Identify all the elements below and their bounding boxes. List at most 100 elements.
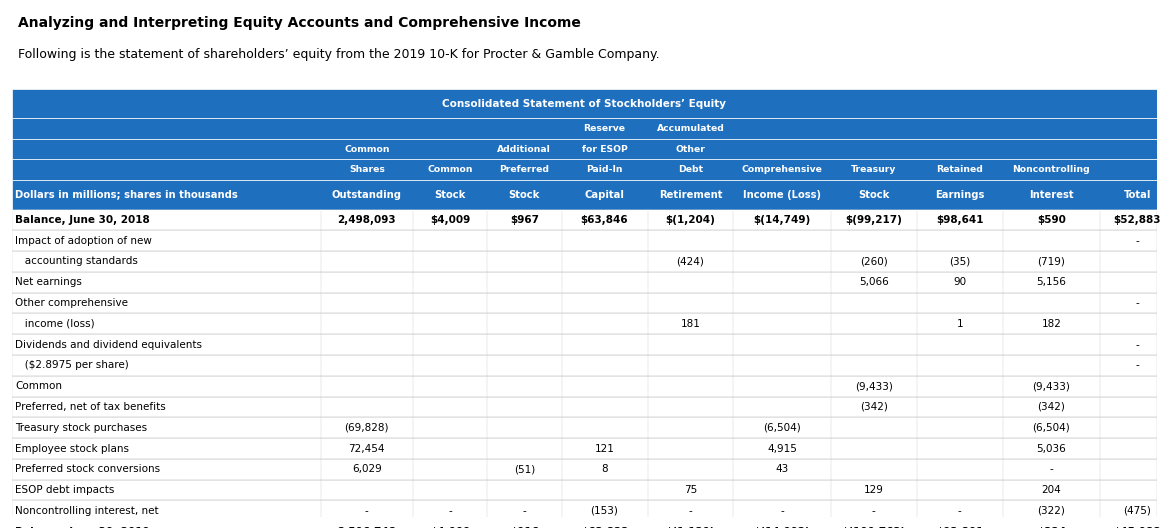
Text: Retained: Retained — [936, 165, 983, 174]
Text: $(1,129): $(1,129) — [665, 526, 715, 528]
Text: -: - — [780, 506, 784, 516]
Text: Shares: Shares — [348, 165, 385, 174]
Text: 8: 8 — [601, 464, 608, 474]
Text: 43: 43 — [775, 464, 789, 474]
FancyBboxPatch shape — [12, 251, 1157, 272]
FancyBboxPatch shape — [12, 272, 1157, 293]
Text: $4,009: $4,009 — [430, 215, 470, 225]
Text: 121: 121 — [595, 444, 615, 454]
Text: -: - — [1135, 298, 1139, 308]
Text: Stock: Stock — [509, 190, 540, 200]
Text: Capital: Capital — [584, 190, 624, 200]
Text: $(14,749): $(14,749) — [754, 215, 811, 225]
Text: -: - — [689, 506, 692, 516]
Text: 129: 129 — [864, 485, 884, 495]
Text: Dollars in millions; shares in thousands: Dollars in millions; shares in thousands — [15, 190, 237, 200]
Text: ESOP debt impacts: ESOP debt impacts — [15, 485, 115, 495]
Text: Accumulated: Accumulated — [657, 124, 725, 133]
Text: 5,036: 5,036 — [1037, 444, 1066, 454]
Text: 72,454: 72,454 — [348, 444, 385, 454]
Text: Analyzing and Interpreting Equity Accounts and Comprehensive Income: Analyzing and Interpreting Equity Accoun… — [18, 16, 581, 30]
Text: Stock: Stock — [434, 190, 465, 200]
Text: Consolidated Statement of Stockholders’ Equity: Consolidated Statement of Stockholders’ … — [443, 99, 726, 109]
Text: 204: 204 — [1042, 485, 1061, 495]
FancyBboxPatch shape — [12, 501, 1157, 521]
FancyBboxPatch shape — [12, 293, 1157, 314]
Text: $(99,217): $(99,217) — [845, 215, 902, 225]
Text: 2,498,093: 2,498,093 — [338, 215, 396, 225]
Text: ($2.8975 per share): ($2.8975 per share) — [15, 361, 129, 370]
FancyBboxPatch shape — [12, 230, 1157, 251]
Text: Outstanding: Outstanding — [332, 190, 402, 200]
FancyBboxPatch shape — [12, 376, 1157, 397]
Text: Following is the statement of shareholders’ equity from the 2019 10-K for Procte: Following is the statement of shareholde… — [18, 48, 659, 61]
Text: $590: $590 — [1037, 215, 1066, 225]
Text: Retirement: Retirement — [658, 190, 722, 200]
Text: (9,433): (9,433) — [855, 381, 893, 391]
FancyBboxPatch shape — [12, 438, 1157, 459]
Text: Paid-In: Paid-In — [587, 165, 623, 174]
Text: Noncontrolling interest, net: Noncontrolling interest, net — [15, 506, 159, 516]
Text: $916: $916 — [510, 526, 539, 528]
Text: Noncontrolling: Noncontrolling — [1012, 165, 1091, 174]
Text: Debt: Debt — [678, 165, 703, 174]
Text: 5,156: 5,156 — [1037, 277, 1066, 287]
Text: Common: Common — [344, 145, 389, 154]
Text: (260): (260) — [860, 257, 887, 267]
Text: (69,828): (69,828) — [345, 423, 389, 433]
Text: (475): (475) — [1123, 506, 1151, 516]
Text: Preferred, net of tax benefits: Preferred, net of tax benefits — [15, 402, 166, 412]
Text: Treasury: Treasury — [851, 165, 897, 174]
Text: 1: 1 — [956, 319, 963, 329]
Text: Treasury stock purchases: Treasury stock purchases — [15, 423, 147, 433]
Text: 181: 181 — [680, 319, 700, 329]
FancyBboxPatch shape — [12, 314, 1157, 334]
Text: $45,988: $45,988 — [1114, 526, 1161, 528]
Text: (35): (35) — [949, 257, 970, 267]
Text: $(100,763): $(100,763) — [842, 526, 906, 528]
Text: (342): (342) — [1037, 402, 1065, 412]
FancyBboxPatch shape — [12, 417, 1157, 438]
Text: $(1,204): $(1,204) — [665, 215, 715, 225]
Text: $93,801: $93,801 — [936, 526, 983, 528]
FancyBboxPatch shape — [12, 334, 1157, 355]
Text: Common: Common — [427, 165, 472, 174]
Text: (424): (424) — [677, 257, 705, 267]
FancyBboxPatch shape — [12, 479, 1157, 501]
FancyBboxPatch shape — [12, 89, 1157, 118]
Text: 6,029: 6,029 — [352, 464, 382, 474]
Text: $4,009: $4,009 — [430, 526, 470, 528]
FancyBboxPatch shape — [12, 210, 1157, 230]
Text: $967: $967 — [510, 215, 539, 225]
Text: Reserve: Reserve — [583, 124, 625, 133]
Text: $63,846: $63,846 — [581, 215, 629, 225]
Text: -: - — [1135, 235, 1139, 246]
Text: Net earnings: Net earnings — [15, 277, 82, 287]
FancyBboxPatch shape — [12, 459, 1157, 479]
Text: Additional: Additional — [498, 145, 552, 154]
Text: Stock: Stock — [858, 190, 890, 200]
Text: $324: $324 — [1037, 526, 1066, 528]
Text: -: - — [523, 506, 526, 516]
Text: Preferred stock conversions: Preferred stock conversions — [15, 464, 160, 474]
Text: 5,066: 5,066 — [859, 277, 888, 287]
Text: Common: Common — [15, 381, 62, 391]
Text: Earnings: Earnings — [935, 190, 984, 200]
Text: $63,822: $63,822 — [581, 526, 628, 528]
FancyBboxPatch shape — [12, 139, 1157, 159]
Text: (6,504): (6,504) — [1032, 423, 1070, 433]
Text: 75: 75 — [684, 485, 697, 495]
Text: 182: 182 — [1042, 319, 1061, 329]
Text: -: - — [1050, 464, 1053, 474]
Text: Dividends and dividend equivalents: Dividends and dividend equivalents — [15, 340, 202, 350]
FancyBboxPatch shape — [12, 355, 1157, 376]
Text: Employee stock plans: Employee stock plans — [15, 444, 129, 454]
Text: Balance, June 30, 2019: Balance, June 30, 2019 — [15, 526, 150, 528]
Text: Total: Total — [1123, 190, 1151, 200]
Text: 2,506,748: 2,506,748 — [338, 526, 396, 528]
Text: (6,504): (6,504) — [763, 423, 801, 433]
Text: accounting standards: accounting standards — [15, 257, 138, 267]
Text: Income (Loss): Income (Loss) — [743, 190, 821, 200]
Text: Preferred: Preferred — [499, 165, 549, 174]
Text: -: - — [365, 506, 368, 516]
